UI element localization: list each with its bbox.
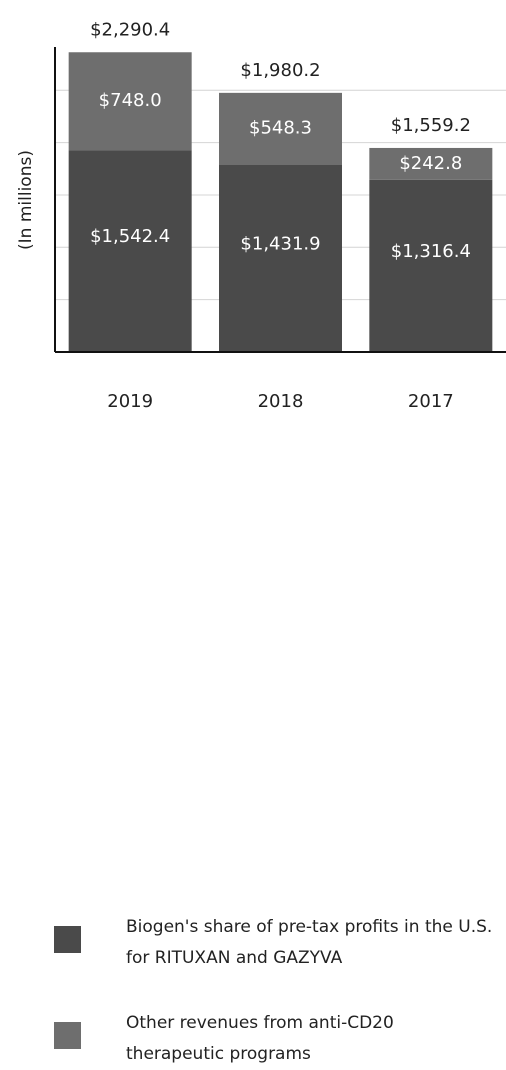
value-label: $748.0 (99, 90, 162, 111)
bar-segment (219, 164, 342, 352)
bar-segment (68, 52, 192, 151)
value-label: $1,431.9 (240, 233, 320, 254)
bar-segment (68, 150, 192, 352)
x-tick-label: 2017 (408, 391, 454, 412)
x-tick-label: 2018 (258, 391, 304, 412)
legend-label: Biogen's share of pre-tax profits in the… (126, 917, 493, 968)
value-label: $1,542.4 (90, 226, 170, 247)
value-label: $1,316.4 (391, 241, 471, 262)
bar-segment (219, 92, 342, 165)
bar-segment (369, 179, 493, 352)
value-label: $242.8 (399, 153, 462, 174)
bar-segment (369, 147, 493, 180)
legend-swatch (54, 1022, 81, 1049)
y-axis-label: (In millions) (16, 150, 36, 250)
total-label: $2,290.4 (90, 19, 170, 40)
total-label: $1,559.2 (391, 115, 471, 136)
chart: (In millions) $1,542.4 $748.0 $2,290.4 2019… (16, 19, 506, 412)
value-label: $548.3 (249, 118, 312, 139)
page: (In millions) $1,542.4 $748.0 $2,290.4 2019… (16, 19, 506, 1064)
legend-label: Other revenues from anti-CD20 therapeuti… (126, 1013, 394, 1064)
total-label: $1,980.2 (240, 60, 320, 81)
x-tick-label: 2019 (107, 391, 153, 412)
legend-swatch (54, 926, 81, 953)
